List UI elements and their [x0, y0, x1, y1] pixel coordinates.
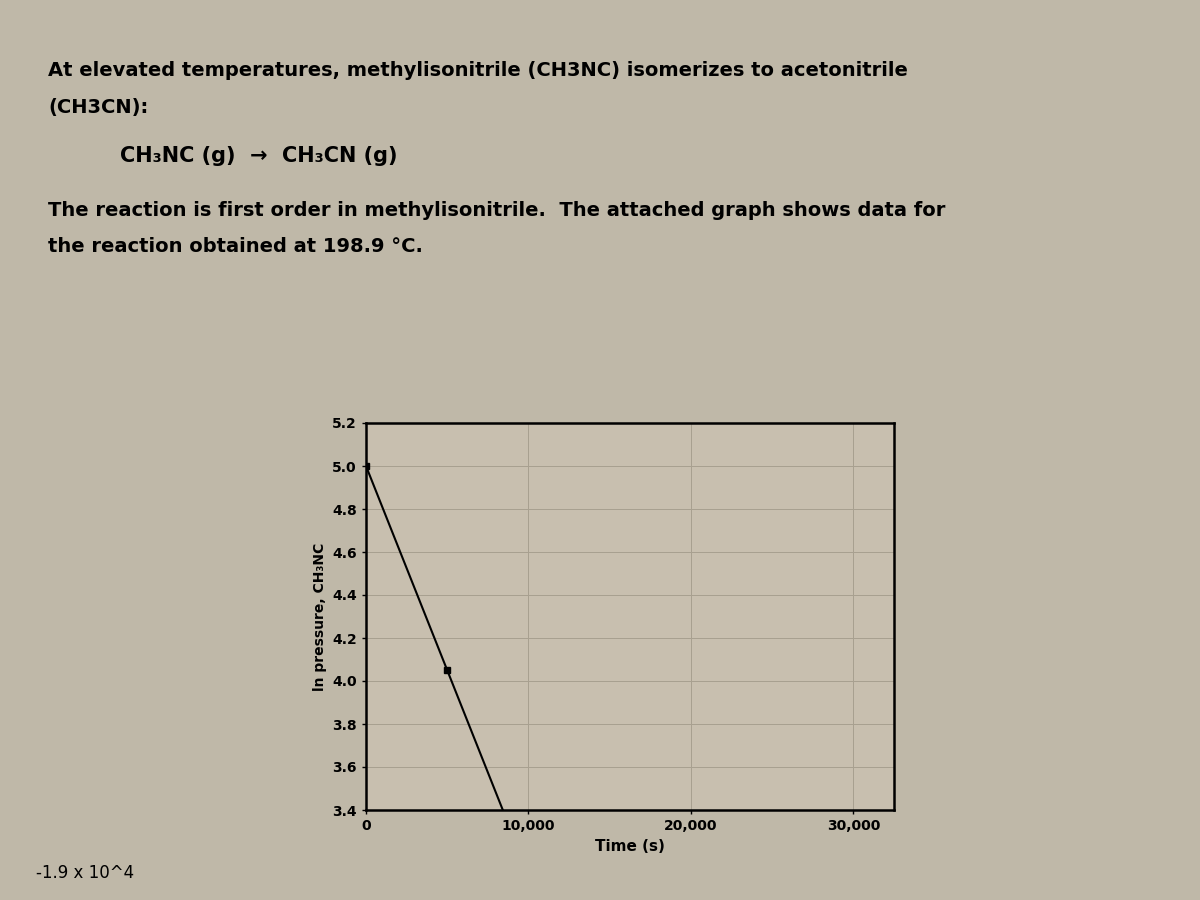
X-axis label: Time (s): Time (s)	[595, 839, 665, 853]
Text: CH₃NC (g)  →  CH₃CN (g): CH₃NC (g) → CH₃CN (g)	[120, 146, 397, 166]
Text: the reaction obtained at 198.9 °C.: the reaction obtained at 198.9 °C.	[48, 237, 422, 256]
Y-axis label: ln pressure, CH₃NC: ln pressure, CH₃NC	[313, 543, 326, 690]
Text: -1.9 x 10^4: -1.9 x 10^4	[36, 863, 134, 881]
Text: At elevated temperatures, methylisonitrile (CH3NC) isomerizes to acetonitrile: At elevated temperatures, methylisonitri…	[48, 61, 908, 80]
Text: The reaction is first order in methylisonitrile.  The attached graph shows data : The reaction is first order in methyliso…	[48, 201, 946, 220]
Text: (CH3CN):: (CH3CN):	[48, 97, 149, 116]
